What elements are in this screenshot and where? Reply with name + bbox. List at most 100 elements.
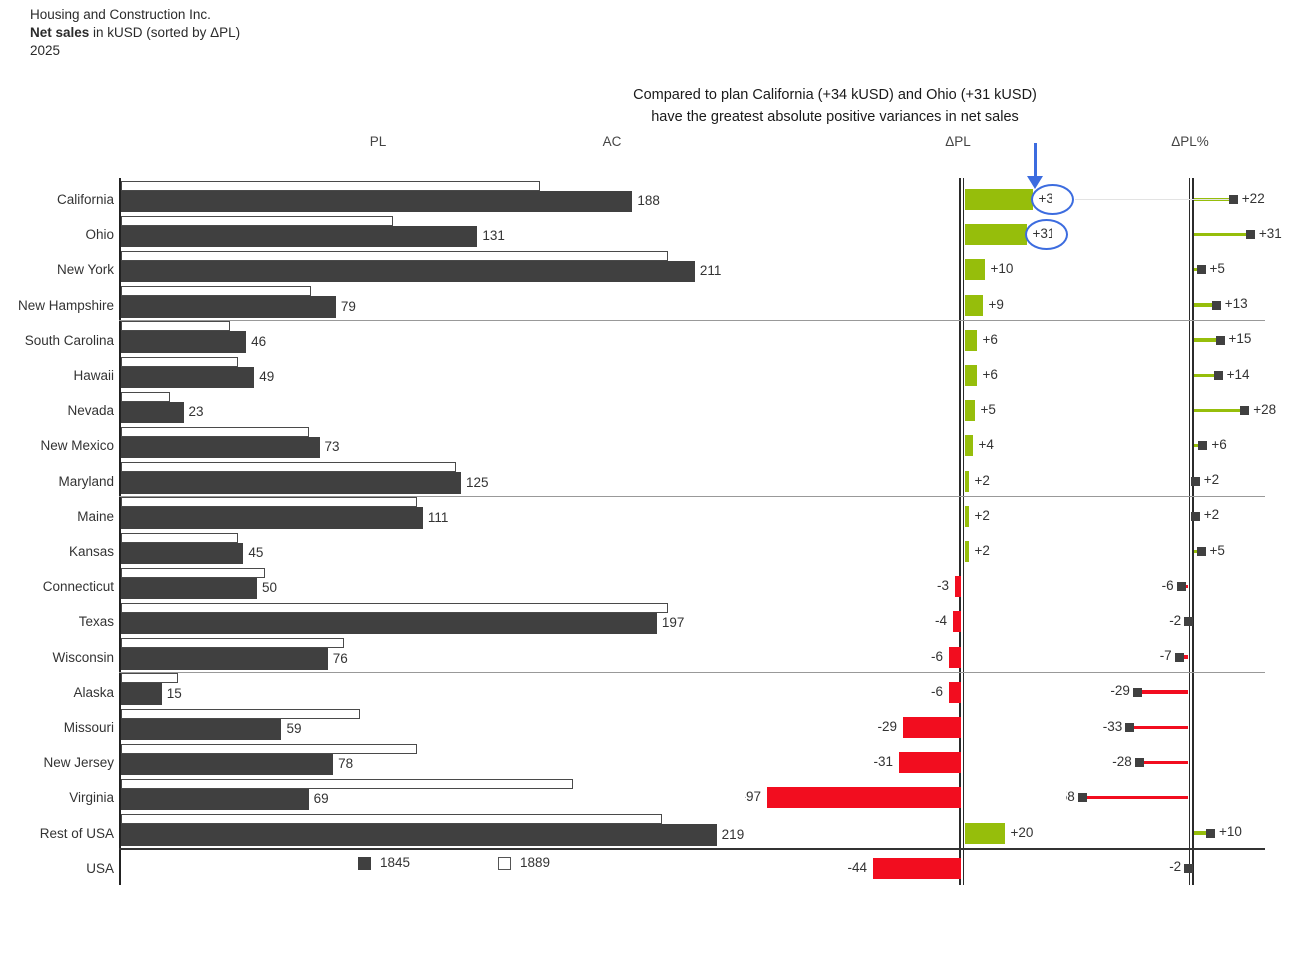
delta-pl-pct-value: -6 [1161, 577, 1174, 593]
delta-pl-pct-marker[interactable] [1213, 371, 1223, 380]
delta-pl-bar[interactable] [964, 189, 1033, 210]
delta-pl-bar[interactable] [964, 224, 1027, 246]
pl-bar[interactable] [121, 462, 456, 473]
delta-pl-bar[interactable] [964, 470, 969, 492]
pl-bar[interactable] [121, 215, 393, 226]
ac-bar[interactable] [121, 648, 328, 670]
delta-pl-pct-marker[interactable] [1240, 406, 1250, 416]
ac-bar[interactable] [121, 612, 657, 635]
delta-pl-pct-axis [1192, 178, 1194, 885]
pl-bar[interactable] [121, 778, 573, 789]
delta-pl-pct-marker[interactable] [1228, 195, 1238, 204]
delta-pl-pct-marker[interactable] [1206, 828, 1215, 838]
ac-bar[interactable] [121, 190, 633, 212]
pl-bar[interactable] [121, 497, 418, 508]
pl-bar[interactable] [121, 426, 309, 437]
delta-pl-pct-pin[interactable] [1077, 795, 1188, 800]
ac-bar[interactable] [121, 542, 244, 564]
delta-pl-bar[interactable] [873, 857, 961, 879]
connector-line [1074, 199, 1229, 200]
ac-bar[interactable] [121, 507, 423, 529]
ac-bar[interactable] [121, 401, 184, 424]
pl-bar[interactable] [121, 673, 179, 684]
delta-pl-bar[interactable] [903, 717, 961, 738]
ac-value: 15 [166, 685, 182, 701]
delta-pl-bar[interactable] [964, 541, 969, 562]
delta-pl-pct-marker[interactable] [1134, 758, 1144, 768]
delta-pl-pct-pin[interactable] [1134, 760, 1188, 765]
delta-pl-pct-marker[interactable] [1211, 300, 1221, 310]
pl-bar[interactable] [121, 743, 418, 754]
delta-pl-pct-marker[interactable] [1198, 441, 1208, 451]
ac-bar[interactable] [121, 436, 320, 459]
delta-pl-bar[interactable] [949, 646, 961, 668]
delta-pl-pct-marker[interactable] [1174, 652, 1184, 662]
delta-pl-pct-marker[interactable] [1196, 547, 1206, 556]
ac-bar[interactable] [121, 331, 247, 353]
pl-bar[interactable] [121, 708, 361, 719]
delta-pl-value: +10 [990, 261, 1014, 277]
ac-bar[interactable] [121, 824, 717, 846]
delta-pl-pct-pin[interactable] [1194, 831, 1213, 835]
delta-pl-bar[interactable] [949, 681, 961, 703]
delta-pl-pct-marker[interactable] [1245, 230, 1255, 240]
pl-bar[interactable] [121, 250, 668, 261]
ac-bar[interactable] [121, 472, 461, 494]
delta-pl-bar[interactable] [964, 294, 983, 316]
delta-pl-pct-marker[interactable] [1184, 617, 1194, 627]
pl-bar[interactable] [121, 814, 663, 825]
pl-bar[interactable] [121, 356, 238, 367]
delta-pl-pct-pin[interactable] [1194, 303, 1219, 307]
row-label: USA [86, 860, 114, 876]
ac-bar[interactable] [121, 225, 478, 248]
delta-pl-pct-marker[interactable] [1132, 687, 1142, 697]
pl-bar[interactable] [121, 602, 668, 613]
delta-pl-value: +5 [980, 402, 996, 418]
pl-bar[interactable] [121, 180, 540, 191]
measure-name: Net sales [30, 25, 90, 40]
pl-bar[interactable] [121, 532, 238, 543]
delta-pl-pct-pin[interactable] [1194, 232, 1253, 237]
delta-pl-pct-value: +15 [1228, 331, 1252, 347]
pl-bar[interactable] [121, 638, 345, 649]
delta-pl-pct-axis [1188, 178, 1190, 885]
delta-pl-bar[interactable] [964, 259, 985, 281]
ac-bar[interactable] [121, 683, 162, 705]
delta-pl-pct-marker[interactable] [1184, 863, 1194, 873]
row-label: Missouri [63, 720, 114, 735]
delta-pl-pct-marker[interactable] [1215, 335, 1225, 345]
delta-pl-bar[interactable] [955, 576, 961, 598]
pl-bar[interactable] [121, 567, 266, 578]
delta-pl-pct-pin[interactable] [1125, 725, 1188, 729]
delta-pl-bar[interactable] [964, 435, 973, 457]
ac-bar[interactable] [121, 260, 695, 283]
ac-bar[interactable] [121, 753, 334, 776]
delta-pl-pct-pin[interactable] [1194, 373, 1221, 377]
pl-bar[interactable] [121, 321, 230, 332]
delta-pl-pct-pin[interactable] [1194, 338, 1223, 342]
delta-pl-pct-pin[interactable] [1194, 408, 1248, 413]
delta-pl-pct-marker[interactable] [1190, 476, 1200, 486]
pl-bar[interactable] [121, 391, 170, 402]
delta-pl-bar[interactable] [964, 329, 977, 351]
delta-pl-pct-marker[interactable] [1176, 582, 1186, 592]
delta-pl-bar[interactable] [964, 365, 977, 386]
row-label: New Jersey [43, 755, 114, 771]
delta-pl-pct-marker[interactable] [1077, 793, 1087, 803]
ac-bar[interactable] [121, 366, 255, 388]
ac-bar[interactable] [121, 577, 257, 600]
delta-pl-bar[interactable] [964, 505, 969, 527]
delta-pl-bar[interactable] [899, 752, 961, 774]
delta-pl-bar[interactable] [953, 611, 961, 633]
ac-bar[interactable] [121, 296, 336, 318]
delta-pl-pct-marker[interactable] [1196, 265, 1206, 275]
ac-bar[interactable] [121, 788, 309, 811]
delta-pl-pct-pin[interactable] [1132, 690, 1188, 694]
ac-bar[interactable] [121, 718, 282, 740]
delta-pl-bar[interactable] [767, 787, 961, 809]
pl-bar[interactable] [121, 286, 312, 297]
delta-pl-pct-marker[interactable] [1125, 723, 1135, 732]
delta-pl-bar[interactable] [964, 822, 1005, 844]
delta-pl-pct-marker[interactable] [1190, 511, 1200, 521]
delta-pl-bar[interactable] [964, 400, 975, 422]
